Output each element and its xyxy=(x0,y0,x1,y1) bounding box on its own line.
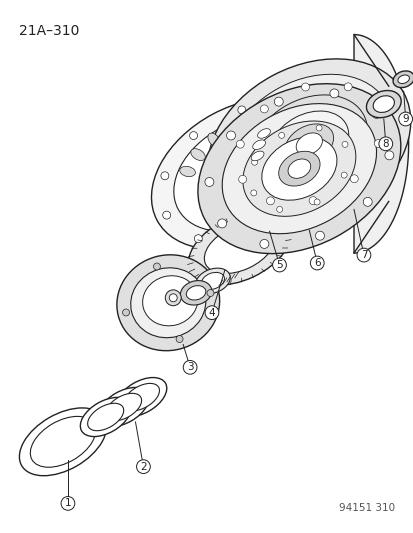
Circle shape xyxy=(318,128,326,136)
Circle shape xyxy=(362,197,371,206)
Polygon shape xyxy=(353,35,408,253)
Ellipse shape xyxy=(392,71,413,87)
Circle shape xyxy=(169,294,177,302)
Text: 94151 310: 94151 310 xyxy=(338,503,394,513)
Ellipse shape xyxy=(105,393,141,421)
Ellipse shape xyxy=(131,268,205,338)
Ellipse shape xyxy=(197,84,400,254)
Ellipse shape xyxy=(88,403,123,431)
Ellipse shape xyxy=(284,124,333,164)
Ellipse shape xyxy=(151,98,337,249)
Circle shape xyxy=(309,197,316,205)
Circle shape xyxy=(204,177,214,187)
Circle shape xyxy=(217,219,226,228)
Text: 2: 2 xyxy=(140,462,146,472)
Circle shape xyxy=(250,190,256,196)
Circle shape xyxy=(274,97,282,106)
Ellipse shape xyxy=(116,255,219,351)
Text: 21A–310: 21A–310 xyxy=(19,23,79,38)
Ellipse shape xyxy=(80,398,131,437)
Circle shape xyxy=(153,263,160,270)
Text: 3: 3 xyxy=(186,362,193,373)
Circle shape xyxy=(278,132,284,139)
Ellipse shape xyxy=(123,383,159,411)
Ellipse shape xyxy=(179,166,195,176)
Circle shape xyxy=(189,132,197,140)
Ellipse shape xyxy=(180,280,211,305)
Circle shape xyxy=(301,83,309,91)
Circle shape xyxy=(206,289,214,296)
Circle shape xyxy=(165,290,181,306)
Ellipse shape xyxy=(252,140,265,150)
Ellipse shape xyxy=(250,95,367,193)
Text: 9: 9 xyxy=(401,114,408,124)
Circle shape xyxy=(236,140,244,148)
Ellipse shape xyxy=(251,151,263,161)
Ellipse shape xyxy=(204,223,275,273)
Circle shape xyxy=(371,104,379,112)
Ellipse shape xyxy=(201,272,224,289)
Text: 8: 8 xyxy=(382,139,388,149)
Circle shape xyxy=(122,309,129,316)
Circle shape xyxy=(384,151,393,160)
Circle shape xyxy=(343,83,351,91)
Circle shape xyxy=(237,106,245,114)
Circle shape xyxy=(291,208,299,216)
Text: 4: 4 xyxy=(208,308,215,318)
Ellipse shape xyxy=(226,74,391,213)
Ellipse shape xyxy=(242,121,355,216)
Circle shape xyxy=(349,175,357,183)
Ellipse shape xyxy=(278,151,319,186)
Circle shape xyxy=(259,239,268,248)
Ellipse shape xyxy=(257,128,270,138)
Text: 1: 1 xyxy=(64,498,71,508)
Circle shape xyxy=(287,104,294,112)
Ellipse shape xyxy=(190,149,205,160)
Ellipse shape xyxy=(186,286,205,300)
Ellipse shape xyxy=(19,408,106,476)
Circle shape xyxy=(243,233,251,241)
Circle shape xyxy=(251,159,257,165)
Circle shape xyxy=(226,131,235,140)
Ellipse shape xyxy=(397,75,408,84)
Circle shape xyxy=(316,125,321,131)
Circle shape xyxy=(329,89,338,98)
Ellipse shape xyxy=(207,59,410,229)
Circle shape xyxy=(313,199,319,205)
Circle shape xyxy=(315,231,324,240)
Ellipse shape xyxy=(372,96,394,112)
Ellipse shape xyxy=(195,268,230,294)
Ellipse shape xyxy=(30,416,95,467)
Ellipse shape xyxy=(142,276,197,326)
Ellipse shape xyxy=(116,377,166,417)
Circle shape xyxy=(238,175,246,183)
Ellipse shape xyxy=(222,103,376,233)
Ellipse shape xyxy=(295,133,322,155)
Circle shape xyxy=(371,109,380,118)
Ellipse shape xyxy=(207,133,220,147)
Ellipse shape xyxy=(261,137,336,200)
Ellipse shape xyxy=(173,116,315,231)
Text: 5: 5 xyxy=(275,260,282,270)
Circle shape xyxy=(320,167,328,175)
Circle shape xyxy=(162,211,170,219)
Circle shape xyxy=(340,172,346,178)
Circle shape xyxy=(341,141,347,148)
Ellipse shape xyxy=(366,91,400,118)
Ellipse shape xyxy=(287,159,310,179)
Circle shape xyxy=(161,172,169,180)
Ellipse shape xyxy=(269,111,348,176)
Circle shape xyxy=(276,206,282,212)
Text: 6: 6 xyxy=(313,258,320,268)
Text: 7: 7 xyxy=(360,250,366,260)
Circle shape xyxy=(176,336,183,343)
Ellipse shape xyxy=(188,211,290,285)
Circle shape xyxy=(373,140,381,148)
Circle shape xyxy=(260,105,268,113)
Circle shape xyxy=(266,197,274,205)
Ellipse shape xyxy=(98,387,149,426)
Circle shape xyxy=(194,235,202,243)
